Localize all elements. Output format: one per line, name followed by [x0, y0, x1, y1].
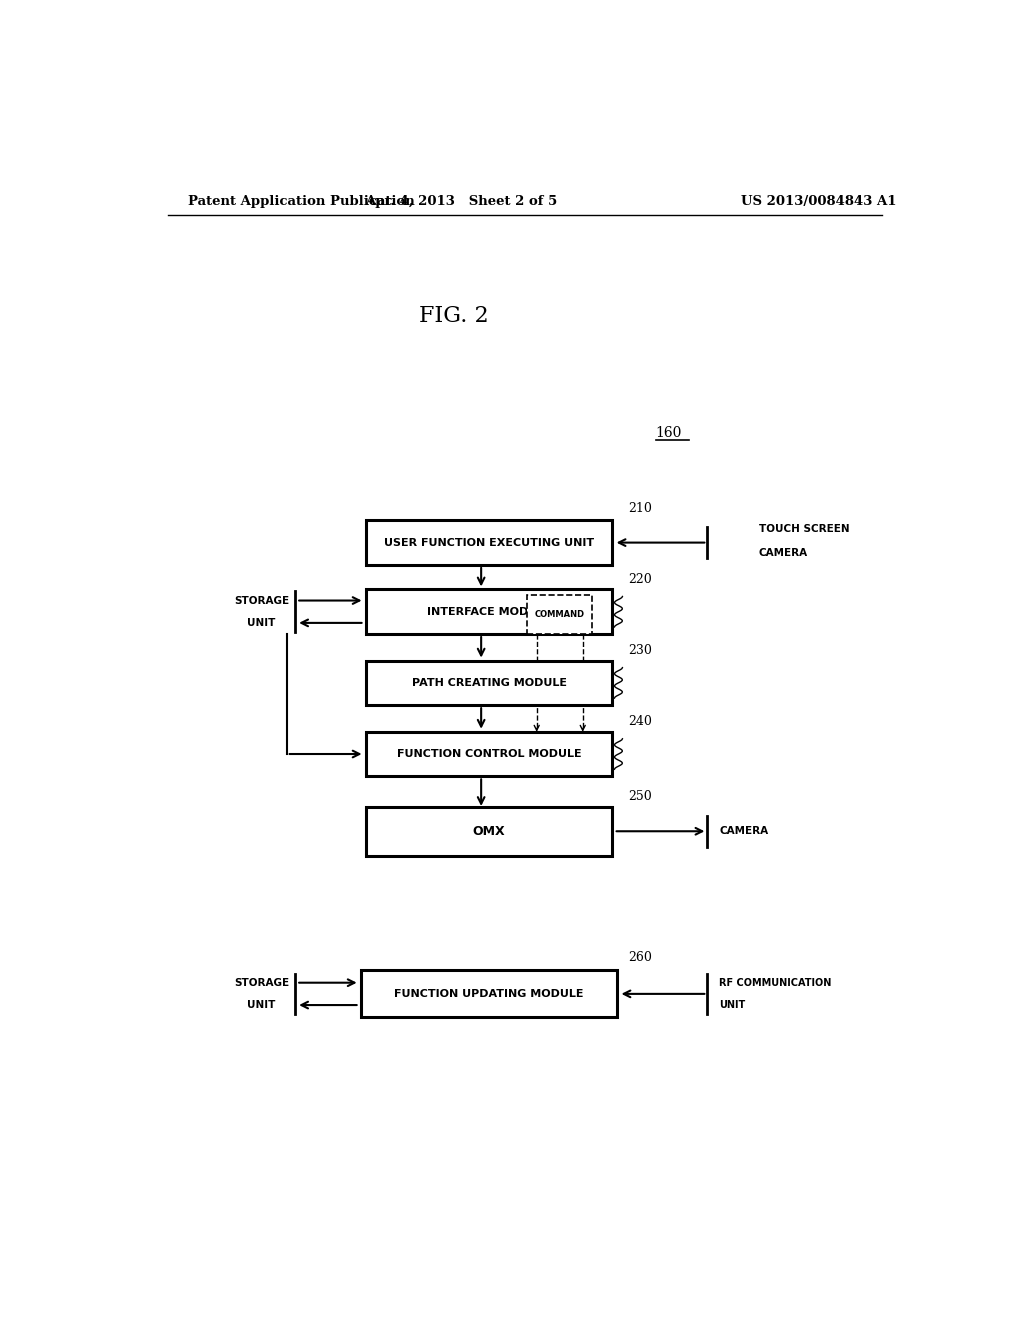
Text: UNIT: UNIT: [247, 618, 275, 628]
Text: 160: 160: [655, 426, 682, 440]
FancyBboxPatch shape: [367, 589, 612, 634]
Text: INTERFACE MODULE: INTERFACE MODULE: [427, 607, 552, 616]
Text: STORAGE: STORAGE: [233, 978, 289, 987]
FancyBboxPatch shape: [367, 660, 612, 705]
Text: 210: 210: [628, 502, 652, 515]
Text: TOUCH SCREEN: TOUCH SCREEN: [759, 524, 850, 535]
Text: FUNCTION CONTROL MODULE: FUNCTION CONTROL MODULE: [396, 748, 582, 759]
FancyBboxPatch shape: [367, 731, 612, 776]
Text: Apr. 4, 2013   Sheet 2 of 5: Apr. 4, 2013 Sheet 2 of 5: [366, 194, 557, 207]
FancyBboxPatch shape: [367, 520, 612, 565]
Text: 240: 240: [628, 715, 652, 729]
Text: 220: 220: [628, 573, 651, 586]
Text: CAMERA: CAMERA: [759, 548, 808, 558]
Text: Patent Application Publication: Patent Application Publication: [187, 194, 415, 207]
FancyBboxPatch shape: [361, 970, 617, 1018]
Text: FIG. 2: FIG. 2: [419, 305, 488, 327]
Text: USER FUNCTION EXECUTING UNIT: USER FUNCTION EXECUTING UNIT: [384, 537, 594, 548]
Text: 250: 250: [628, 791, 651, 803]
FancyBboxPatch shape: [367, 807, 612, 855]
Text: COMMAND: COMMAND: [535, 610, 585, 619]
Text: UNIT: UNIT: [247, 1001, 275, 1010]
Text: FUNCTION UPDATING MODULE: FUNCTION UPDATING MODULE: [394, 989, 584, 999]
Text: 230: 230: [628, 644, 652, 657]
Text: STORAGE: STORAGE: [233, 595, 289, 606]
Text: 260: 260: [628, 950, 652, 964]
Text: OMX: OMX: [473, 825, 506, 838]
FancyBboxPatch shape: [527, 595, 592, 634]
Text: US 2013/0084843 A1: US 2013/0084843 A1: [740, 194, 896, 207]
Text: UNIT: UNIT: [719, 1001, 745, 1010]
Text: RF COMMUNICATION: RF COMMUNICATION: [719, 978, 831, 987]
Text: CAMERA: CAMERA: [719, 826, 768, 837]
Text: PATH CREATING MODULE: PATH CREATING MODULE: [412, 678, 566, 688]
